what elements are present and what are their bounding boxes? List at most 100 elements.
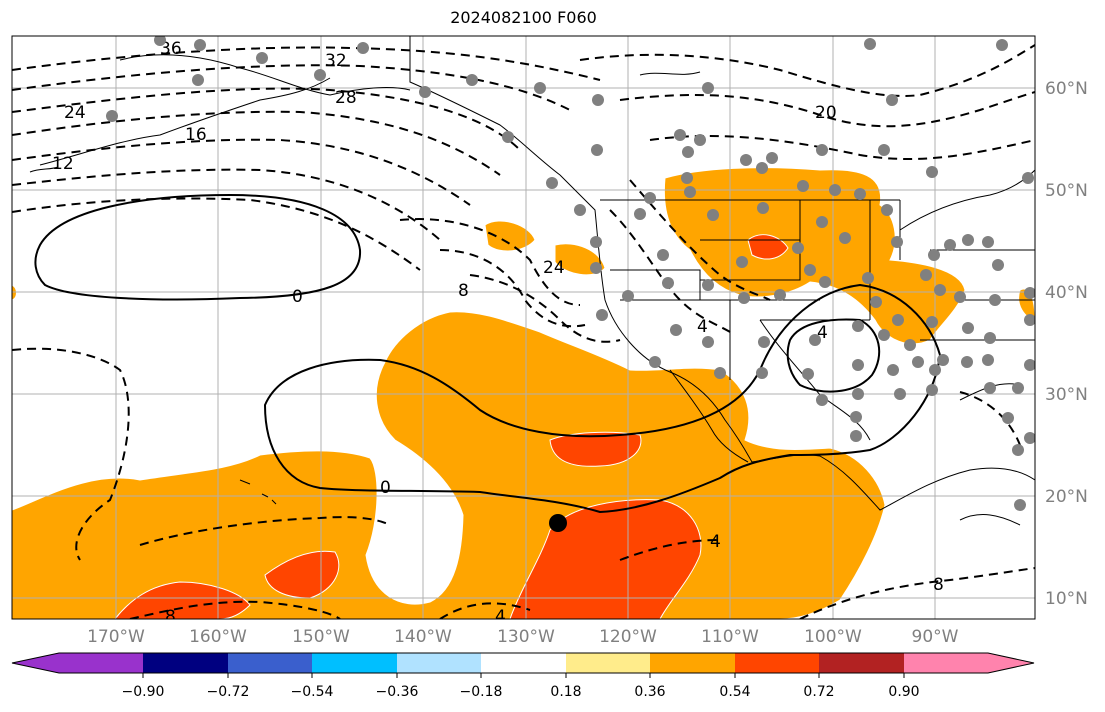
station-dot	[926, 384, 938, 396]
lon-label-170w: 170°W	[87, 627, 145, 647]
colorbar-segment	[566, 653, 650, 673]
station-dot	[1014, 499, 1026, 511]
colorbar-segment	[481, 653, 566, 673]
shading-orange	[12, 167, 1035, 619]
station-dot	[892, 314, 904, 326]
contour-label-12: 12	[52, 154, 74, 174]
station-dot	[194, 39, 206, 51]
station-dot	[757, 202, 769, 214]
station-dot	[1024, 314, 1035, 326]
station-dot	[1002, 412, 1014, 424]
station-dot	[839, 232, 851, 244]
station-dot	[962, 322, 974, 334]
station-dot	[1012, 444, 1024, 456]
station-dot	[192, 74, 204, 86]
station-dot	[740, 154, 752, 166]
colorbar-tick-label: 0.18	[550, 684, 581, 700]
station-dot	[887, 364, 899, 376]
station-dot	[694, 134, 706, 146]
station-dot	[954, 291, 966, 303]
station-dot	[534, 82, 546, 94]
station-dot	[154, 36, 166, 46]
lon-label-110w: 110°W	[701, 627, 759, 647]
station-dot	[657, 249, 669, 261]
lat-label-30n: 30°N	[1045, 385, 1088, 405]
contour-label-24: 24	[64, 103, 86, 123]
colorbar-tick-label: 0.90	[888, 684, 919, 700]
station-dot	[702, 279, 714, 291]
lon-label-90w: 90°W	[912, 627, 959, 647]
colorbar-tick-label: −0.54	[291, 684, 334, 700]
lat-label-40n: 40°N	[1045, 283, 1088, 303]
contour-label-24-coast: 24	[543, 258, 565, 278]
station-dot	[707, 209, 719, 221]
coastlines	[29, 36, 1035, 526]
station-dot	[758, 336, 770, 348]
station-dot	[816, 216, 828, 228]
station-dot	[852, 320, 864, 332]
station-dot	[961, 356, 973, 368]
station-dot	[684, 186, 696, 198]
station-dot	[466, 74, 478, 86]
station-dot	[944, 239, 956, 251]
station-dot	[622, 290, 634, 302]
station-dot	[881, 204, 893, 216]
colorbar: −0.90 −0.72 −0.54 −0.36 −0.18 0.18 0.36 0.54 0.7…	[11, 652, 1035, 700]
contour-label-0-south: 0	[380, 478, 391, 498]
station-dot	[590, 262, 602, 274]
lat-label-20n: 20°N	[1045, 487, 1088, 507]
station-dot	[816, 394, 828, 406]
station-dot	[912, 356, 924, 368]
lon-label-130w: 130°W	[497, 627, 555, 647]
contour-label-28: 28	[335, 88, 357, 108]
station-dot	[829, 184, 841, 196]
station-dot	[1024, 432, 1035, 444]
contour-label-20: 20	[815, 103, 837, 123]
station-dot	[992, 259, 1004, 271]
station-dot	[714, 367, 726, 379]
station-dot	[674, 129, 686, 141]
station-dot	[878, 144, 890, 156]
map-title: 2024082100 F060	[450, 8, 597, 27]
station-dot	[738, 292, 750, 304]
colorbar-segment	[819, 653, 904, 673]
contour-label-4-bottom: 4	[495, 607, 506, 627]
station-dot	[702, 336, 714, 348]
colorbar-border	[11, 652, 1035, 674]
colorbar-segment	[228, 653, 312, 673]
station-dot	[904, 339, 916, 351]
lon-label-150w: 150°W	[292, 627, 350, 647]
contour-label-0-north: 0	[292, 287, 303, 307]
station-dot	[894, 388, 906, 400]
station-dot	[984, 332, 996, 344]
colorbar-segment	[650, 653, 735, 673]
station-dot	[982, 236, 994, 248]
contour-label-16: 16	[185, 125, 207, 145]
station-dot	[802, 368, 814, 380]
station-dot	[1012, 382, 1024, 394]
colorbar-tick-label: 0.36	[634, 684, 665, 700]
station-dot	[256, 52, 268, 64]
colorbar-segment	[312, 653, 397, 673]
contour-label-36: 36	[160, 39, 182, 59]
station-dot	[1022, 172, 1034, 184]
station-dot	[357, 42, 369, 54]
station-dot	[962, 234, 974, 246]
colorbar-segment	[735, 653, 819, 673]
colorbar-segment	[904, 653, 1034, 673]
station-dot	[926, 316, 938, 328]
lat-label-10n: 10°N	[1045, 589, 1088, 609]
dashed-contours	[12, 44, 1035, 619]
lon-label-100w: 100°W	[804, 627, 862, 647]
station-dot	[929, 364, 941, 376]
station-dot	[644, 192, 656, 204]
station-dot	[804, 264, 816, 276]
contour-label-8-east: 8	[933, 575, 944, 595]
station-dot	[702, 82, 714, 94]
contour-label-32: 32	[325, 51, 347, 71]
station-dot	[926, 166, 938, 178]
station-dot	[419, 86, 431, 98]
lat-label-50n: 50°N	[1045, 181, 1088, 201]
station-dot	[864, 38, 876, 50]
